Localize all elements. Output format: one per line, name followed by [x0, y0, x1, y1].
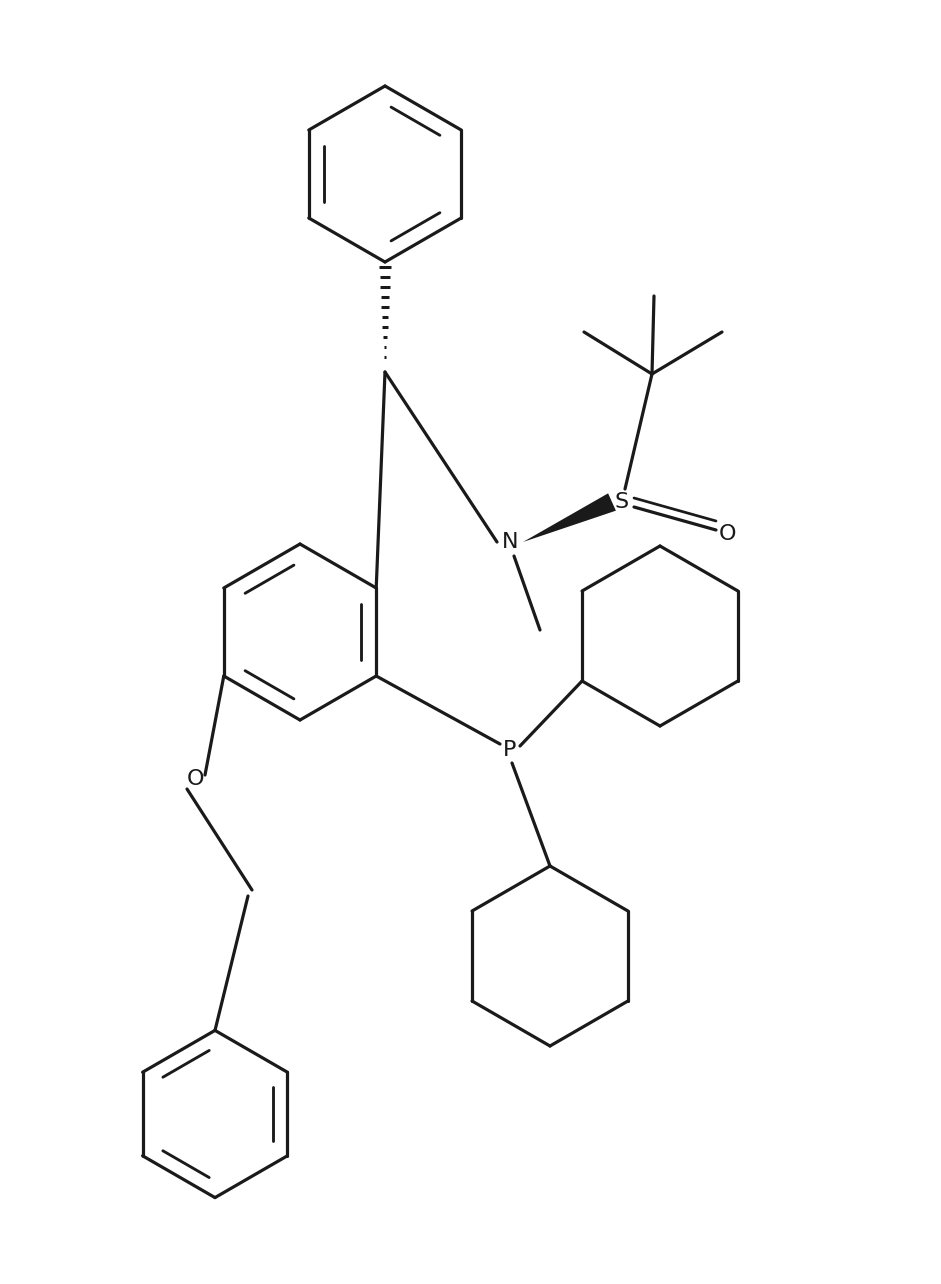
Polygon shape [523, 493, 616, 542]
Text: N: N [502, 532, 518, 552]
Text: S: S [614, 492, 630, 512]
Text: P: P [503, 740, 517, 760]
Text: O: O [186, 769, 204, 788]
Text: O: O [719, 524, 737, 544]
